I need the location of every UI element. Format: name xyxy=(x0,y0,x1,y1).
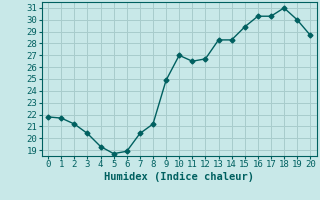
X-axis label: Humidex (Indice chaleur): Humidex (Indice chaleur) xyxy=(104,172,254,182)
